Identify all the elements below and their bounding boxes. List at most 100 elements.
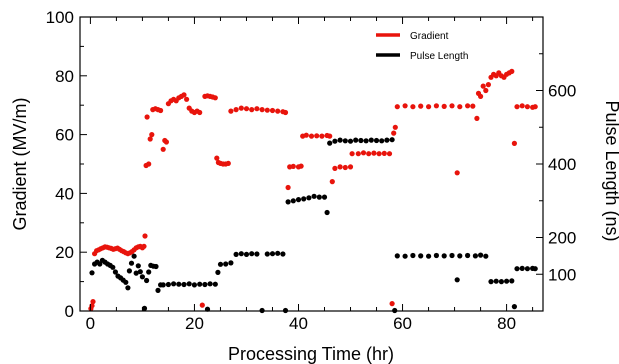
x-tick-label: 0 — [86, 314, 95, 333]
data-point — [89, 270, 95, 276]
data-point — [509, 278, 515, 284]
x-tick-label: 20 — [185, 314, 204, 333]
data-point — [214, 155, 220, 161]
y-tick-label: 40 — [55, 184, 74, 203]
data-point — [243, 251, 250, 257]
data-point — [418, 253, 424, 259]
y-tick-label: 60 — [55, 126, 74, 145]
data-point — [474, 115, 480, 121]
data-point — [133, 270, 139, 276]
y-tick-label: 20 — [55, 243, 74, 262]
data-point — [410, 104, 416, 110]
data-point — [90, 299, 96, 305]
data-point — [184, 96, 190, 102]
data-point — [202, 281, 208, 288]
legend-label: Gradient — [410, 31, 449, 42]
x-tick-label: 80 — [497, 314, 516, 333]
data-point — [144, 277, 150, 284]
legend: Gradient Pulse Length — [376, 31, 468, 62]
data-point — [298, 163, 304, 169]
data-point — [319, 133, 325, 139]
data-point — [228, 108, 234, 114]
data-point — [332, 165, 338, 171]
data-point — [511, 140, 517, 146]
data-point — [394, 253, 400, 259]
data-point — [433, 252, 439, 259]
data-point — [153, 263, 159, 270]
data-point — [457, 253, 463, 259]
data-point — [197, 109, 203, 116]
data-point — [264, 251, 270, 257]
data-point — [386, 151, 393, 157]
data-point — [217, 261, 224, 267]
data-point — [329, 179, 335, 185]
data-point — [112, 269, 118, 275]
data-point — [142, 233, 148, 239]
data-point — [191, 282, 197, 288]
data-point — [199, 302, 205, 308]
data-point — [433, 103, 439, 109]
data-point — [449, 103, 455, 109]
data-point — [269, 251, 276, 257]
data-point — [186, 281, 192, 287]
data-point — [147, 136, 153, 142]
data-point — [275, 108, 281, 114]
data-point — [483, 87, 489, 94]
data-point — [160, 146, 166, 152]
data-point — [337, 164, 343, 170]
data-point — [373, 137, 380, 144]
axis-ticks: 0 20 40 60 80 0 20 40 60 80 100 100 200 400 600 — [46, 8, 577, 333]
data-point — [155, 287, 161, 293]
y-tick-label: 0 — [65, 302, 74, 321]
data-point — [233, 251, 239, 257]
data-point — [126, 268, 132, 274]
data-point — [327, 133, 333, 139]
data-point — [441, 103, 447, 109]
data-point — [384, 137, 390, 143]
data-point — [379, 138, 385, 144]
data-point — [207, 281, 213, 287]
data-point — [321, 194, 328, 200]
data-point — [360, 150, 367, 156]
data-point — [426, 104, 432, 110]
data-point — [391, 130, 397, 136]
data-point — [488, 279, 494, 285]
data-point — [504, 278, 510, 284]
data-point — [519, 265, 525, 271]
data-point — [301, 196, 307, 202]
data-point — [371, 150, 377, 156]
data-point — [243, 106, 250, 112]
data-point — [509, 68, 515, 74]
data-point — [285, 199, 291, 205]
y2-tick-label: 100 — [548, 265, 576, 284]
data-point — [308, 133, 315, 139]
data-point — [249, 107, 255, 113]
y2-tick-label: 600 — [548, 82, 576, 101]
data-point — [238, 251, 244, 257]
data-point — [149, 132, 155, 138]
data-point — [485, 82, 491, 88]
data-point — [363, 138, 369, 144]
data-point — [223, 261, 229, 267]
data-point — [165, 281, 171, 288]
data-point — [514, 266, 520, 272]
data-point — [316, 194, 322, 200]
data-point — [524, 104, 531, 110]
data-point — [426, 253, 432, 259]
data-point — [441, 253, 447, 259]
data-point — [269, 107, 276, 114]
data-point — [306, 195, 312, 201]
data-point — [290, 198, 296, 204]
data-point — [141, 305, 148, 311]
data-point — [392, 124, 398, 130]
data-point — [449, 252, 455, 259]
y2-tick-label: 200 — [548, 229, 576, 248]
data-point — [146, 269, 152, 275]
data-point — [493, 278, 499, 284]
data-point — [457, 104, 463, 110]
data-point — [519, 103, 525, 109]
data-point — [327, 140, 333, 146]
data-point — [389, 301, 395, 307]
x-tick-label: 60 — [393, 314, 412, 333]
data-point — [465, 103, 471, 109]
